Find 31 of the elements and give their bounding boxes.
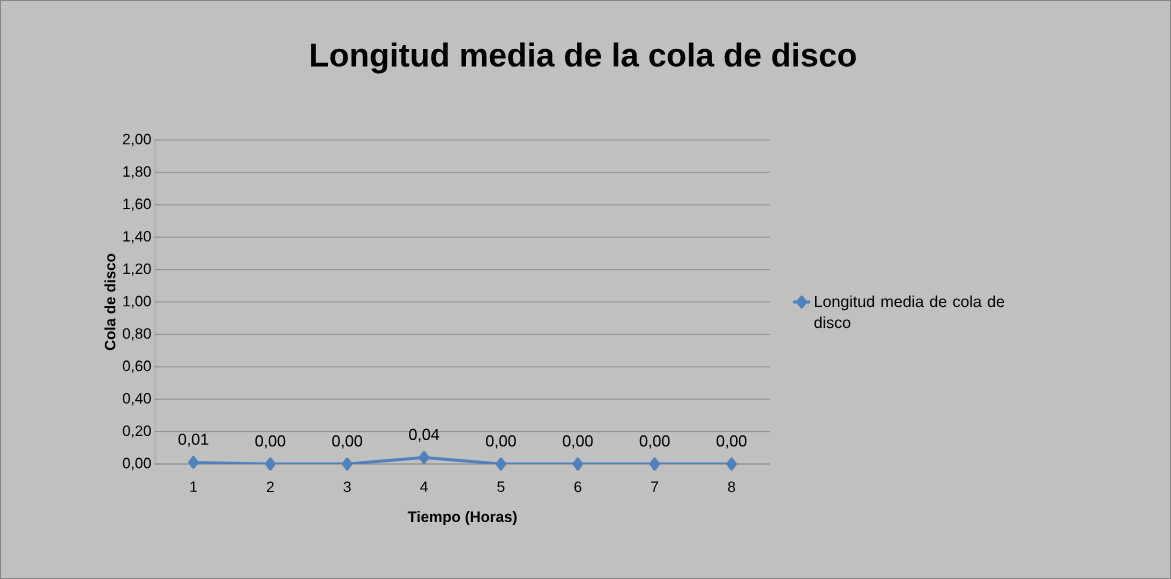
x-tick-label: 4 — [420, 481, 428, 492]
data-label: 0,04 — [409, 428, 440, 442]
y-tick-label: 0,40 — [122, 393, 151, 406]
y-tick-label: 2,00 — [123, 133, 151, 147]
y-tick-label: 1,60 — [123, 198, 151, 211]
chart-title: Longitud media de la cola de disco — [311, 42, 856, 74]
y-tick-label: 0,80 — [122, 328, 151, 341]
x-axis-title: Tiempo (Horas) — [407, 511, 517, 525]
y-tick-label: 1,00 — [123, 295, 151, 309]
y-tick-label: 0,20 — [122, 425, 151, 438]
data-label: 0,00 — [562, 435, 593, 449]
data-label: 0,00 — [332, 435, 363, 449]
x-tick-label: 1 — [190, 481, 197, 492]
data-label: 0,00 — [716, 435, 747, 449]
x-tick-label: 2 — [266, 481, 274, 493]
y-tick-label: 1,80 — [123, 166, 151, 179]
data-label: 0,00 — [639, 435, 670, 449]
x-tick-label: 5 — [497, 481, 505, 492]
y-axis-title: Cola de disco — [104, 253, 116, 351]
data-label: 0,00 — [255, 435, 286, 449]
data-label: 0,00 — [485, 435, 516, 449]
y-tick-label: 0,00 — [122, 457, 151, 471]
y-tick-label: 1,20 — [123, 263, 151, 276]
x-tick-label: 6 — [574, 481, 582, 493]
data-label: 0,01 — [178, 433, 209, 447]
x-tick-label: 8 — [728, 481, 736, 493]
x-tick-label: 3 — [343, 481, 351, 493]
x-tick-label: 7 — [651, 481, 659, 492]
legend-label: Longitud media de cola de disco — [814, 295, 1005, 329]
y-tick-label: 1,40 — [123, 231, 151, 244]
y-tick-label: 0,60 — [122, 360, 151, 373]
